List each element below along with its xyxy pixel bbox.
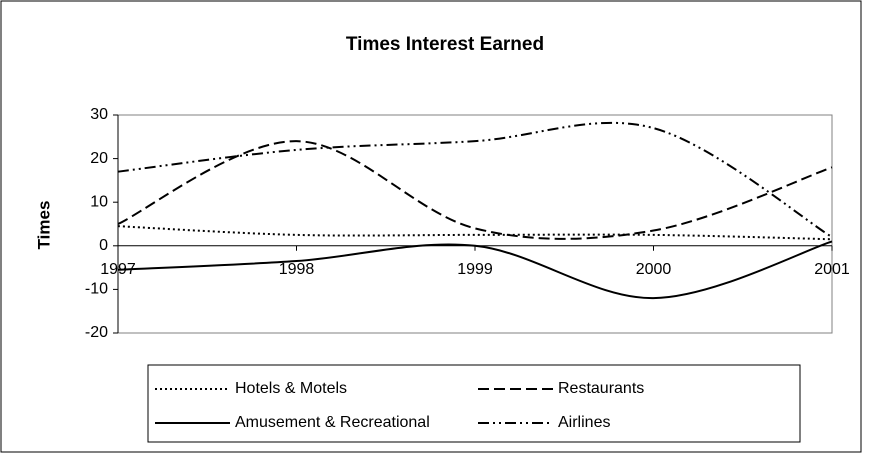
y-tick-label: -20 — [85, 324, 108, 341]
chart-title: Times Interest Earned — [346, 34, 544, 55]
y-axis-label: Times — [34, 201, 53, 250]
y-tick-label: 20 — [90, 150, 108, 167]
y-tick-label: 10 — [90, 193, 108, 210]
legend-label: Hotels & Motels — [235, 380, 347, 397]
y-tick-label: 0 — [99, 237, 108, 254]
x-tick-label: 1999 — [457, 261, 493, 278]
y-tick-label: 30 — [90, 106, 108, 123]
legend-label: Airlines — [558, 414, 610, 431]
x-tick-label: 2001 — [814, 261, 850, 278]
series-line — [117, 121, 833, 238]
series-line — [117, 225, 833, 241]
legend-label: Restaurants — [558, 380, 644, 397]
x-tick-label: 1998 — [279, 261, 315, 278]
y-tick-label: -10 — [85, 281, 108, 298]
legend — [147, 364, 801, 443]
legend-label: Amusement & Recreational — [235, 414, 430, 431]
x-tick-label: 2000 — [636, 261, 672, 278]
series-line — [117, 240, 833, 300]
series-line — [117, 140, 833, 240]
